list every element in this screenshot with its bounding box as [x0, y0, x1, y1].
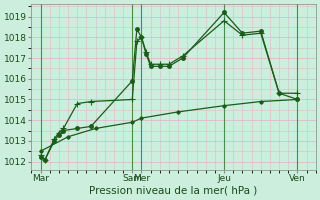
X-axis label: Pression niveau de la mer( hPa ): Pression niveau de la mer( hPa ) [90, 186, 258, 196]
